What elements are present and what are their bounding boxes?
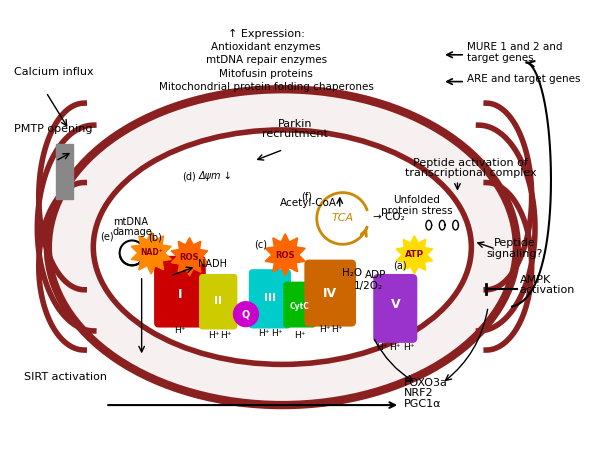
Text: I: I xyxy=(178,287,182,301)
Text: ↑ Expression:: ↑ Expression: xyxy=(227,28,305,38)
Text: IV: IV xyxy=(323,287,337,300)
Text: MURE 1 and 2 and: MURE 1 and 2 and xyxy=(467,42,563,52)
Text: FOXO3a: FOXO3a xyxy=(404,378,448,388)
Polygon shape xyxy=(171,238,208,276)
Text: Acetyl-CoA: Acetyl-CoA xyxy=(280,198,337,208)
Text: NADH: NADH xyxy=(198,259,227,269)
Text: II: II xyxy=(214,296,222,306)
Bar xyxy=(56,144,73,199)
Text: H⁺: H⁺ xyxy=(174,326,185,335)
Text: NRF2: NRF2 xyxy=(404,388,434,399)
FancyBboxPatch shape xyxy=(154,256,206,328)
Ellipse shape xyxy=(48,89,517,405)
Text: NAD⁺: NAD⁺ xyxy=(140,249,163,257)
Text: signaling?: signaling? xyxy=(487,249,543,259)
Text: (c): (c) xyxy=(254,239,267,249)
Text: Peptide activation of: Peptide activation of xyxy=(413,158,529,168)
Text: Parkin: Parkin xyxy=(278,118,312,128)
Text: (b): (b) xyxy=(148,233,162,243)
Text: H⁺: H⁺ xyxy=(319,325,330,334)
Text: → CO₂: → CO₂ xyxy=(373,213,405,223)
Text: Δψm ↓: Δψm ↓ xyxy=(199,171,233,181)
Text: mtDNA: mtDNA xyxy=(113,217,148,227)
Circle shape xyxy=(233,302,259,327)
Text: H⁺: H⁺ xyxy=(220,331,232,340)
Text: H⁺: H⁺ xyxy=(331,325,343,334)
Text: transcriptional complex: transcriptional complex xyxy=(405,168,536,178)
Text: H⁺: H⁺ xyxy=(403,343,415,352)
Text: Peptide: Peptide xyxy=(494,238,536,248)
Text: ARE and target genes: ARE and target genes xyxy=(467,74,581,84)
Text: Antioxidant enzymes: Antioxidant enzymes xyxy=(211,42,321,52)
Text: (a): (a) xyxy=(393,260,407,270)
Text: CytC: CytC xyxy=(290,302,310,311)
Text: ADP: ADP xyxy=(364,270,386,280)
Polygon shape xyxy=(131,232,171,274)
Text: AMPK: AMPK xyxy=(520,275,551,285)
Text: Q: Q xyxy=(242,309,250,319)
Text: PMTP opening: PMTP opening xyxy=(14,124,93,134)
Text: Unfolded: Unfolded xyxy=(393,195,440,205)
Text: (e): (e) xyxy=(100,232,114,241)
Text: 1/2O₂: 1/2O₂ xyxy=(354,281,383,291)
Text: H⁺: H⁺ xyxy=(271,329,283,338)
Text: recruitment: recruitment xyxy=(262,129,328,139)
Text: activation: activation xyxy=(520,285,575,295)
Text: H⁺: H⁺ xyxy=(208,331,219,340)
Text: H⁺: H⁺ xyxy=(389,343,401,352)
Polygon shape xyxy=(396,236,433,274)
Polygon shape xyxy=(265,234,305,276)
Text: (d): (d) xyxy=(182,171,196,181)
Text: Mitofusin proteins: Mitofusin proteins xyxy=(219,69,313,79)
Text: TCA: TCA xyxy=(332,213,353,223)
Text: H⁺: H⁺ xyxy=(294,331,305,340)
Text: Mitochondrial protein folding chaperones: Mitochondrial protein folding chaperones xyxy=(158,82,374,92)
Text: protein stress: protein stress xyxy=(380,206,452,216)
Text: V: V xyxy=(391,298,400,311)
Text: ROS: ROS xyxy=(180,253,199,262)
Text: H₂O: H₂O xyxy=(342,268,362,278)
Ellipse shape xyxy=(94,130,472,364)
FancyBboxPatch shape xyxy=(304,260,356,327)
Text: mtDNA repair enzymes: mtDNA repair enzymes xyxy=(206,55,326,65)
Text: H⁺: H⁺ xyxy=(376,343,388,352)
FancyBboxPatch shape xyxy=(249,269,291,329)
Text: SIRT activation: SIRT activation xyxy=(24,372,107,382)
Text: PGC1α: PGC1α xyxy=(404,399,442,409)
Text: III: III xyxy=(264,293,276,303)
Text: H⁺: H⁺ xyxy=(259,329,270,338)
Text: ATP: ATP xyxy=(405,250,424,259)
FancyBboxPatch shape xyxy=(199,274,238,329)
Text: damage: damage xyxy=(113,227,152,237)
Text: (f): (f) xyxy=(301,191,312,202)
FancyBboxPatch shape xyxy=(373,274,417,343)
Text: Calcium influx: Calcium influx xyxy=(14,67,94,77)
Text: target genes: target genes xyxy=(467,53,533,63)
Text: ROS: ROS xyxy=(275,251,295,260)
FancyBboxPatch shape xyxy=(283,282,316,328)
